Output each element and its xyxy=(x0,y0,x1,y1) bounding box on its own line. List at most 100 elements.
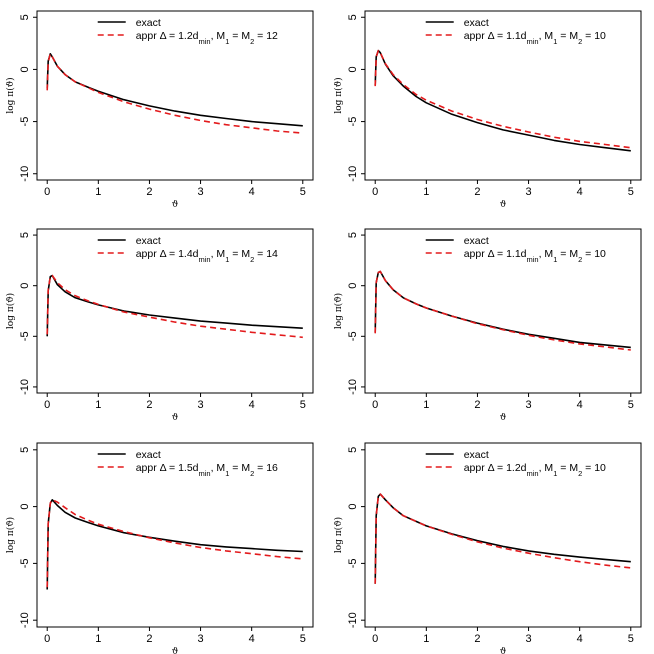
legend-label-approx: appr Δ = 1.4dmin, M1 = M2 = 14 xyxy=(136,248,278,264)
y-axis-title: log π(ϑ) xyxy=(5,517,16,553)
legend-text-part: , M xyxy=(211,248,226,260)
x-tick-label: 0 xyxy=(44,399,50,411)
y-tick-label: -10 xyxy=(19,166,31,182)
x-tick-label: 3 xyxy=(525,186,531,198)
legend-text-part: appr Δ = xyxy=(136,30,178,42)
y-tick-label: 0 xyxy=(19,66,31,72)
x-tick-label: 4 xyxy=(577,186,583,198)
legend-text-part: , M xyxy=(539,30,554,42)
x-tick-label: 0 xyxy=(44,633,50,645)
legend-label-exact: exact xyxy=(136,449,161,461)
legend-text-part: = 10 xyxy=(582,30,606,42)
y-axis-title: log π(ϑ) xyxy=(333,517,344,553)
plot-frame xyxy=(36,228,314,394)
x-tick-label: 2 xyxy=(146,633,152,645)
legend-text-part: = M xyxy=(557,248,578,260)
y-tick-label: -10 xyxy=(19,612,31,628)
legend-label-exact: exact xyxy=(464,235,489,247)
legend-text-part: 2 xyxy=(250,37,254,46)
legend-text-part: 2 xyxy=(578,255,582,264)
y-tick-label: 0 xyxy=(347,66,359,72)
x-tick-label: 5 xyxy=(628,186,634,198)
y-tick-label: -5 xyxy=(19,559,31,569)
y-tick-label: 0 xyxy=(19,283,31,289)
x-tick-label: 0 xyxy=(44,186,50,198)
y-tick-label: 0 xyxy=(347,283,359,289)
legend-label-exact: exact xyxy=(136,17,161,29)
approx-series-line xyxy=(374,49,631,149)
approx-series-line xyxy=(46,52,303,134)
legend-label-exact: exact xyxy=(136,235,161,247)
x-tick-label: 5 xyxy=(300,186,306,198)
legend-text-part: min xyxy=(199,469,211,478)
legend-text-part: = M xyxy=(229,462,250,474)
legend-text-part: = 10 xyxy=(582,462,606,474)
y-axis-title: log π(ϑ) xyxy=(5,77,16,113)
x-tick-label: 5 xyxy=(300,399,306,411)
legend-text-part: , M xyxy=(211,462,226,474)
y-tick-label: -10 xyxy=(347,379,359,395)
x-tick-label: 3 xyxy=(525,399,531,411)
x-tick-label: 3 xyxy=(197,633,203,645)
x-tick-label: 1 xyxy=(423,399,429,411)
legend-text-part: min xyxy=(527,469,539,478)
legend-text-part: = 16 xyxy=(254,462,278,474)
x-tick-label: 2 xyxy=(474,633,480,645)
x-tick-label: 2 xyxy=(146,186,152,198)
plot-frame xyxy=(364,10,642,181)
legend-text-part: 2 xyxy=(250,469,254,478)
y-tick-label: -5 xyxy=(347,331,359,341)
y-tick-label: -5 xyxy=(347,559,359,569)
legend-text-part: min xyxy=(199,37,211,46)
y-tick-label: 0 xyxy=(347,504,359,510)
x-tick-label: 3 xyxy=(197,186,203,198)
legend-text-part: = 12 xyxy=(254,30,278,42)
x-tick-label: 3 xyxy=(197,399,203,411)
x-axis-title: ϑ xyxy=(500,200,507,210)
x-tick-label: 1 xyxy=(95,399,101,411)
legend-label-approx: appr Δ = 1.1dmin, M1 = M2 = 10 xyxy=(464,248,606,264)
legend-text-part: = M xyxy=(229,248,250,260)
legend-text-part: appr Δ = xyxy=(136,462,178,474)
y-tick-label: -10 xyxy=(347,166,359,182)
plot-frame xyxy=(364,228,642,394)
x-tick-label: 3 xyxy=(525,633,531,645)
x-tick-label: 5 xyxy=(300,633,306,645)
y-tick-label: 5 xyxy=(19,14,31,20)
x-tick-label: 4 xyxy=(249,399,255,411)
approx-series-line xyxy=(46,274,303,339)
legend-text-part: 1.4d xyxy=(178,248,199,260)
legend-text-part: , M xyxy=(539,462,554,474)
x-tick-label: 2 xyxy=(474,399,480,411)
y-tick-label: -5 xyxy=(19,331,31,341)
y-tick-label: -5 xyxy=(347,117,359,127)
legend-text-part: 1 xyxy=(553,255,557,264)
y-tick-label: 5 xyxy=(19,232,31,238)
legend-text-part: 1 xyxy=(553,37,557,46)
legend-text-part: 1.2d xyxy=(178,30,199,42)
approx-series-line xyxy=(46,498,303,588)
legend-text-part: appr Δ = xyxy=(464,30,506,42)
plot-frame xyxy=(364,442,642,628)
legend-text-part: appr Δ = xyxy=(464,248,506,260)
x-axis-title: ϑ xyxy=(172,413,179,423)
x-tick-label: 4 xyxy=(249,633,255,645)
exact-series-line xyxy=(374,270,631,349)
legend-text-part: , M xyxy=(539,248,554,260)
legend-text-part: 2 xyxy=(578,37,582,46)
y-tick-label: 5 xyxy=(347,447,359,453)
y-axis-title: log π(ϑ) xyxy=(333,293,344,329)
legend-label-approx: appr Δ = 1.2dmin, M1 = M2 = 12 xyxy=(136,30,278,46)
x-tick-label: 2 xyxy=(474,186,480,198)
legend-text-part: = 14 xyxy=(254,248,278,260)
y-tick-label: 5 xyxy=(347,14,359,20)
y-tick-label: -10 xyxy=(19,379,31,395)
legend-text-part: = M xyxy=(557,30,578,42)
legend-text-part: 2 xyxy=(250,255,254,264)
legend-text-part: 1.1d xyxy=(506,248,527,260)
legend-text-part: = M xyxy=(557,462,578,474)
plot-frame xyxy=(36,442,314,628)
